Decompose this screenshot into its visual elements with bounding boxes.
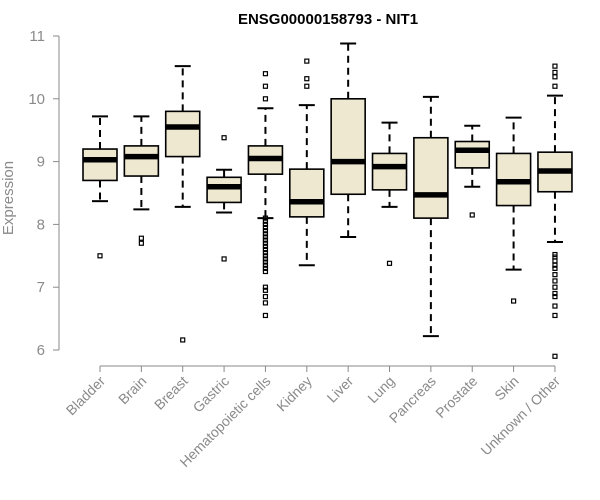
outlier-point — [552, 303, 558, 309]
outlier-point — [180, 337, 186, 343]
x-tick-label: Brain — [115, 373, 149, 407]
outlier-point — [262, 284, 269, 290]
outlier-point — [552, 63, 558, 69]
outlier-point — [262, 256, 269, 262]
outlier-point — [262, 253, 269, 259]
x-tick-label: Skin — [491, 373, 522, 404]
box-body — [330, 98, 366, 196]
box-body — [164, 110, 201, 158]
outlier-point — [469, 212, 475, 218]
outlier-point — [262, 246, 269, 253]
box-body — [371, 152, 408, 191]
outlier-point — [262, 234, 269, 240]
box-body — [413, 136, 449, 219]
outlier-point — [262, 312, 269, 319]
outlier-point — [262, 262, 269, 268]
outlier-point — [262, 96, 269, 102]
y-tick-label: 7 — [37, 279, 45, 296]
outlier-point — [262, 221, 269, 227]
box-body — [454, 140, 491, 169]
outlier-point — [262, 294, 269, 300]
outlier-point — [262, 287, 269, 293]
outlier-point — [262, 243, 269, 249]
outlier-point — [262, 224, 269, 231]
outlier-point — [262, 218, 269, 224]
box-brain — [123, 115, 160, 246]
outlier-point — [138, 235, 144, 241]
x-tick-label: Kidney — [273, 373, 315, 415]
box-kidney — [288, 58, 325, 267]
outlier-point — [221, 256, 227, 262]
outlier-point — [552, 265, 558, 271]
outlier-point — [304, 83, 310, 89]
box-lung — [371, 121, 408, 266]
y-tick-label: 8 — [37, 216, 45, 233]
x-tick-label: Lung — [364, 373, 397, 406]
outlier-point — [552, 74, 558, 80]
box-liver — [330, 42, 366, 238]
x-tick-label: Breast — [151, 373, 191, 413]
outlier-point — [552, 353, 558, 359]
outlier-point — [262, 250, 269, 256]
box-unknown-other — [537, 63, 573, 359]
outlier-point — [552, 294, 558, 300]
y-tick-label: 9 — [37, 154, 45, 171]
y-tick-label: 10 — [28, 91, 45, 108]
box-pancreas — [413, 95, 449, 338]
outlier-point — [552, 312, 558, 319]
outlier-point — [552, 278, 558, 284]
outlier-point — [511, 298, 517, 304]
outlier-point — [262, 237, 269, 243]
outlier-point — [262, 71, 269, 77]
outlier-point — [262, 268, 269, 275]
box-bladder — [82, 115, 118, 259]
box-prostate — [454, 124, 491, 218]
box-breast — [164, 65, 201, 343]
box-body — [123, 145, 160, 177]
outlier-point — [262, 259, 269, 265]
box-hematopoietic-cells — [247, 71, 284, 319]
x-tick-label: Bladder — [63, 373, 109, 419]
y-axis-label: Expression — [0, 161, 17, 235]
box-skin — [495, 116, 532, 304]
outlier-point — [97, 253, 103, 259]
outlier-point — [552, 272, 558, 278]
outlier-point — [262, 265, 269, 271]
boxes-layer — [82, 42, 573, 359]
outlier-point — [552, 69, 558, 76]
outlier-point — [262, 231, 269, 237]
outlier-point — [262, 240, 269, 246]
outlier-point — [304, 76, 310, 82]
outlier-point — [552, 262, 558, 268]
box-body — [206, 176, 242, 204]
y-tick-label: 6 — [37, 342, 45, 359]
outlier-point — [552, 83, 558, 89]
outlier-point — [386, 260, 393, 266]
outlier-point — [262, 215, 269, 221]
chart-title: ENSG00000158793 - NIT1 — [238, 11, 418, 28]
y-axis: 6 7 8 9 10 11 — [28, 28, 60, 359]
outlier-point — [262, 83, 269, 89]
x-tick-label: Prostate — [432, 373, 480, 421]
outlier-point — [552, 290, 558, 297]
outlier-point — [262, 300, 269, 306]
x-tick-label: Unknown / Other — [477, 373, 563, 459]
y-tick-label: 11 — [29, 28, 45, 45]
box-body — [288, 168, 325, 218]
outlier-point — [304, 58, 310, 64]
outlier-point — [262, 228, 269, 234]
outlier-point — [138, 240, 144, 246]
outlier-point — [552, 284, 558, 290]
outlier-point — [221, 135, 227, 141]
x-tick-label: Liver — [324, 373, 357, 406]
box-body — [82, 148, 118, 182]
box-gastric — [206, 135, 242, 262]
